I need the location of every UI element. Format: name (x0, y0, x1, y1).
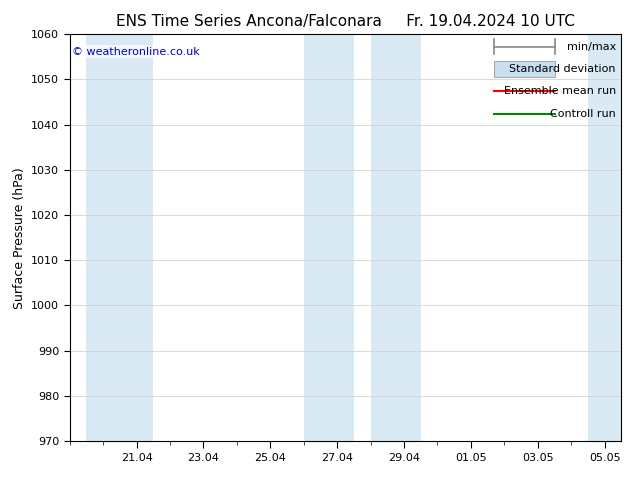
Bar (86, 34, 153, 441)
Text: Controll run: Controll run (550, 109, 616, 119)
Text: © weatheronline.co.uk: © weatheronline.co.uk (72, 47, 200, 56)
Text: Ensemble mean run: Ensemble mean run (503, 86, 616, 96)
Text: Standard deviation: Standard deviation (509, 64, 616, 74)
Bar (304, 34, 354, 441)
Bar (588, 34, 621, 441)
Bar (495, 61, 555, 77)
Title: ENS Time Series Ancona/Falconara     Fr. 19.04.2024 10 UTC: ENS Time Series Ancona/Falconara Fr. 19.… (116, 14, 575, 29)
Text: min/max: min/max (567, 42, 616, 51)
Y-axis label: Surface Pressure (hPa): Surface Pressure (hPa) (13, 167, 25, 309)
Bar (371, 34, 421, 441)
